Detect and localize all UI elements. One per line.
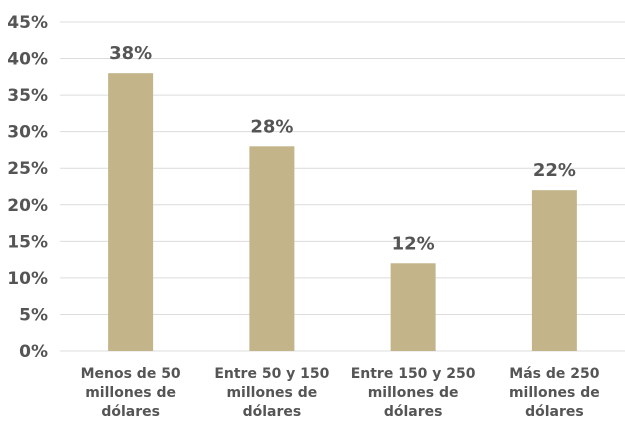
- data-label: 22%: [533, 160, 576, 181]
- x-category-label-line: dólares: [243, 404, 302, 420]
- bar: [108, 73, 154, 351]
- y-tick-label: 35%: [7, 86, 48, 106]
- x-category-label: Entre 150 y 250 millones de dólares: [351, 366, 476, 420]
- y-tick-label: 15%: [7, 232, 48, 252]
- x-category-label-line: millones de: [85, 385, 176, 401]
- data-label: 28%: [250, 116, 293, 137]
- x-category-label: Entre 50 y 150 millones de dólares: [214, 366, 329, 420]
- x-category-label-line: Entre 50 y 150: [214, 366, 329, 382]
- y-tick-label: 45%: [7, 13, 48, 33]
- data-label: 12%: [392, 233, 435, 254]
- x-category-label-line: Entre 150 y 250: [351, 366, 476, 382]
- y-axis-ticks: 0% 5% 10% 15% 20% 25% 30% 35% 40% 45%: [7, 13, 48, 362]
- x-category-label-line: Más de 250: [509, 366, 599, 382]
- data-label: 38%: [109, 43, 152, 64]
- y-tick-label: 30%: [7, 123, 48, 143]
- x-category-label: Más de 250 millones de dólares: [509, 366, 600, 420]
- bar: [390, 263, 436, 351]
- y-tick-label: 0%: [19, 342, 48, 362]
- x-category-label-line: millones de: [368, 385, 459, 401]
- x-category-label-line: Menos de 50: [81, 366, 181, 382]
- y-tick-label: 40%: [7, 50, 48, 70]
- bar: [531, 190, 577, 351]
- gridlines: [60, 21, 625, 352]
- bar: [249, 146, 295, 351]
- y-tick-label: 5%: [19, 305, 48, 325]
- x-category-label-line: millones de: [509, 385, 600, 401]
- y-tick-label: 10%: [7, 269, 48, 289]
- x-category-label-line: dólares: [525, 404, 584, 420]
- bars: [108, 73, 577, 351]
- x-category-label: Menos de 50 millones de dólares: [81, 366, 181, 420]
- x-category-label-line: millones de: [226, 385, 317, 401]
- x-category-label-line: dólares: [101, 404, 160, 420]
- x-category-label-line: dólares: [384, 404, 443, 420]
- y-tick-label: 20%: [7, 196, 48, 216]
- data-labels: 38% 28% 12% 22%: [109, 43, 576, 254]
- y-tick-label: 25%: [7, 159, 48, 179]
